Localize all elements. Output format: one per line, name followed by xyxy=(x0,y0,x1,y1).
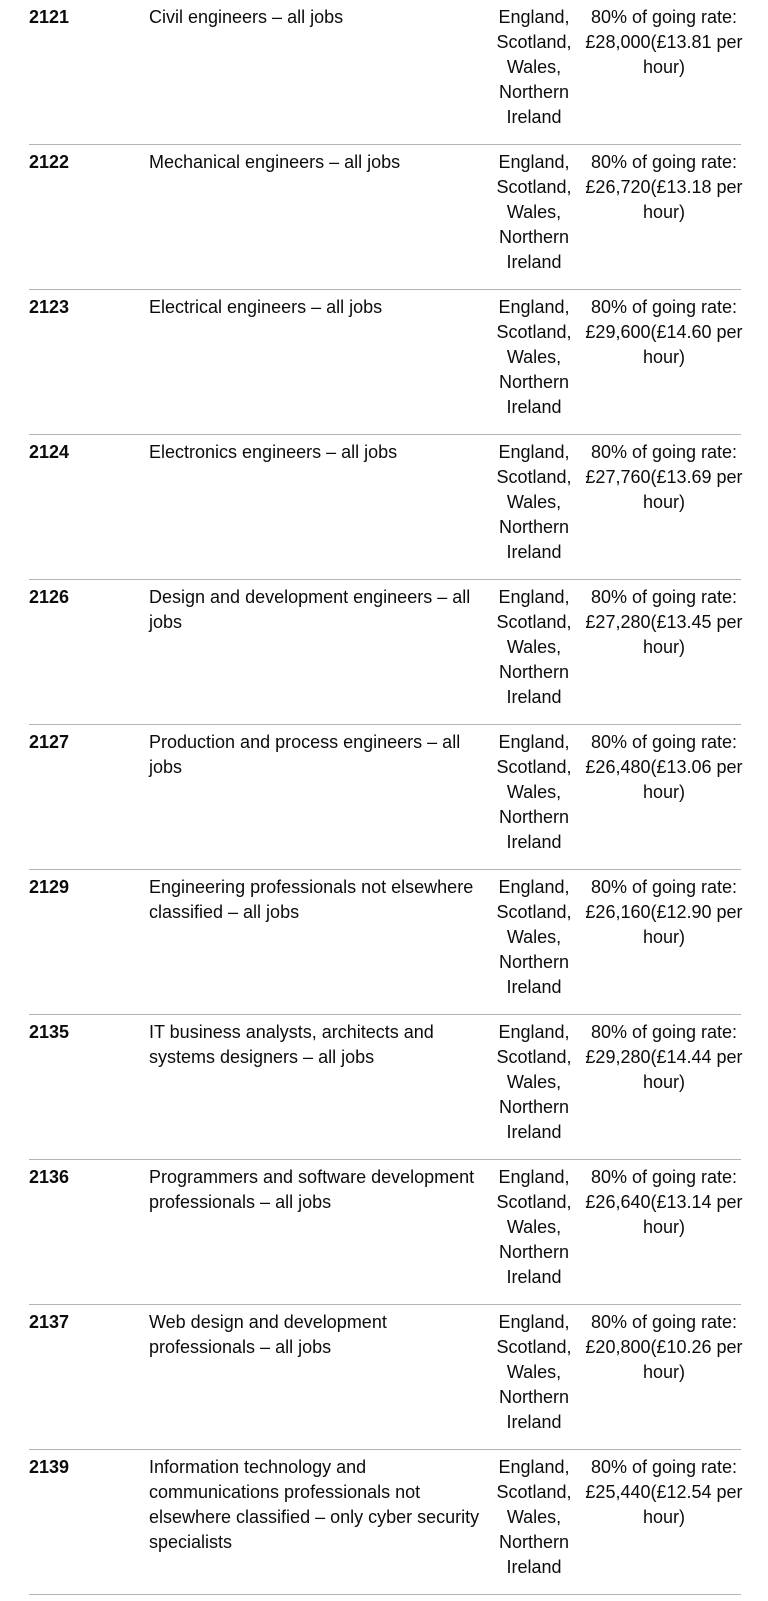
occupation-code: 2126 xyxy=(29,587,70,607)
countries-cell: England, Scotland, Wales, Northern Irela… xyxy=(496,297,572,417)
occupation-code: 2123 xyxy=(29,297,70,317)
salary-rate-cell: 80% of going rate: £26,480(£13.06 per ho… xyxy=(585,732,743,802)
countries-cell: England, Scotland, Wales, Northern Irela… xyxy=(496,1022,572,1142)
occupation-title: Electronics engineers – all jobs xyxy=(149,442,398,462)
table-row: 2124 Electronics engineers – all jobs En… xyxy=(29,435,743,580)
occupation-code: 2129 xyxy=(29,877,70,897)
occupation-code: 2139 xyxy=(29,1457,70,1477)
salary-rate-cell: 80% of going rate: £26,720(£13.18 per ho… xyxy=(585,152,743,222)
salary-rate-cell: 80% of going rate: £26,640(£13.14 per ho… xyxy=(585,1167,743,1237)
countries-cell: England, Scotland, Wales, Northern Irela… xyxy=(496,587,572,707)
table-row: 2135 IT business analysts, architects an… xyxy=(29,1015,743,1160)
salary-rate-cell: 80% of going rate: £20,800(£10.26 per ho… xyxy=(585,1312,743,1382)
occupation-code: 2135 xyxy=(29,1022,70,1042)
countries-cell: England, Scotland, Wales, Northern Irela… xyxy=(496,877,572,997)
occupation-title: Design and development engineers – all j… xyxy=(149,587,471,632)
salary-rate-cell: 80% of going rate: £29,600(£14.60 per ho… xyxy=(585,297,743,367)
salary-rate-cell: 80% of going rate: £27,760(£13.69 per ho… xyxy=(585,442,743,512)
table-row: 2139 Information technology and communic… xyxy=(29,1450,743,1595)
occupation-title: Programmers and software development pro… xyxy=(149,1167,475,1212)
occupation-title: Civil engineers – all jobs xyxy=(149,7,344,27)
occupation-title: Production and process engineers – all j… xyxy=(149,732,461,777)
occupation-code: 2124 xyxy=(29,442,70,462)
salary-rate-cell: 80% of going rate: £28,000(£13.81 per ho… xyxy=(585,7,743,77)
salary-rate-cell: 80% of going rate: £26,160(£12.90 per ho… xyxy=(585,877,743,947)
table-row: 2129 Engineering professionals not elsew… xyxy=(29,870,743,1015)
table-row: 2126 Design and development engineers – … xyxy=(29,580,743,725)
occupation-title: Engineering professionals not elsewhere … xyxy=(149,877,474,922)
countries-cell: England, Scotland, Wales, Northern Irela… xyxy=(496,442,572,562)
countries-cell: England, Scotland, Wales, Northern Irela… xyxy=(496,732,572,852)
table-row: 2136 Programmers and software developmen… xyxy=(29,1160,743,1305)
table-row: 2121 Civil engineers – all jobs England,… xyxy=(29,0,743,145)
countries-cell: England, Scotland, Wales, Northern Irela… xyxy=(496,1167,572,1287)
countries-cell: England, Scotland, Wales, Northern Irela… xyxy=(496,152,572,272)
occupation-title: Mechanical engineers – all jobs xyxy=(149,152,401,172)
occupation-code: 2137 xyxy=(29,1312,70,1332)
countries-cell: England, Scotland, Wales, Northern Irela… xyxy=(496,1312,572,1432)
table-row: 2122 Mechanical engineers – all jobs Eng… xyxy=(29,145,743,290)
occupation-title: Web design and development professionals… xyxy=(149,1312,387,1357)
occupation-code: 2121 xyxy=(29,7,70,27)
occupation-title: Electrical engineers – all jobs xyxy=(149,297,383,317)
countries-cell: England, Scotland, Wales, Northern Irela… xyxy=(496,1457,572,1577)
table-row: 2137 Web design and development professi… xyxy=(29,1305,743,1450)
countries-cell: England, Scotland, Wales, Northern Irela… xyxy=(496,7,572,127)
salary-rate-cell: 80% of going rate: £25,440(£12.54 per ho… xyxy=(585,1457,743,1527)
table-row: 2123 Electrical engineers – all jobs Eng… xyxy=(29,290,743,435)
table-row: 2127 Production and process engineers – … xyxy=(29,725,743,870)
occupation-code: 2122 xyxy=(29,152,70,172)
occupation-table: 2121 Civil engineers – all jobs England,… xyxy=(29,0,743,1595)
occupation-code: 2127 xyxy=(29,732,70,752)
salary-rate-cell: 80% of going rate: £29,280(£14.44 per ho… xyxy=(585,1022,743,1092)
occupation-code: 2136 xyxy=(29,1167,70,1187)
salary-rate-cell: 80% of going rate: £27,280(£13.45 per ho… xyxy=(585,587,743,657)
occupation-title: IT business analysts, architects and sys… xyxy=(149,1022,434,1067)
occupation-title: Information technology and communication… xyxy=(149,1457,480,1552)
